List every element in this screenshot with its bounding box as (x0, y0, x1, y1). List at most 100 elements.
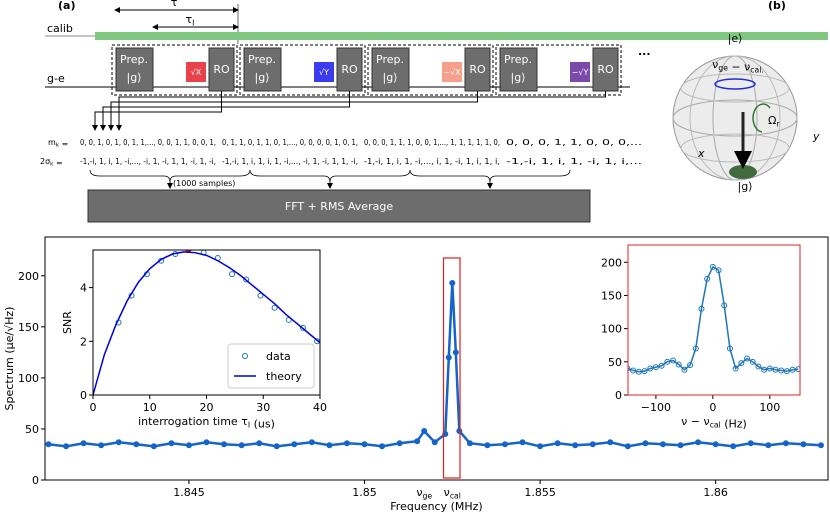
data-point (681, 366, 688, 373)
plot (628, 263, 800, 375)
data-point (749, 358, 756, 365)
brace (249, 169, 411, 183)
x-tick-label: 1.85 (352, 486, 377, 499)
state-label: |g⟩ (383, 71, 398, 84)
legend-box (227, 343, 315, 389)
text-part: Frequency (MHz) (390, 500, 482, 513)
ro-box (592, 47, 619, 92)
series-line (628, 265, 799, 373)
text-part: interrogation time (138, 415, 241, 428)
state-e: |e⟩ (728, 32, 743, 45)
data-point (537, 443, 544, 450)
pulse-label: −√X (443, 68, 461, 77)
x-tick-label: 0 (709, 401, 716, 414)
text-part: (Hz) (721, 417, 747, 430)
pulse-box (314, 62, 334, 82)
data-point (641, 368, 648, 375)
data-point (712, 441, 719, 448)
meridian (689, 55, 781, 181)
data-point (789, 366, 796, 373)
mk-sequence: 0, 0, 0, 1, 1, 1, 0, 0, 1,..., 1, 1, 1, … (364, 138, 500, 147)
subscript: k (50, 162, 54, 168)
pulse-box (442, 62, 462, 82)
data-point (652, 364, 659, 371)
series-line (93, 251, 320, 395)
data-point (766, 365, 773, 372)
sigma-sequence: -1,-i, 1, i, 1, i, 1, -i,..., -i, 1, -i,… (222, 157, 358, 166)
data-point (721, 302, 728, 309)
data-point (778, 367, 785, 374)
data-point (698, 305, 705, 312)
axes-frame (92, 249, 321, 396)
x-tick-label: 0 (90, 401, 97, 414)
detuning-label: νge − νcal. (712, 58, 764, 75)
text-part: = (53, 159, 62, 168)
data-point (782, 440, 789, 447)
plot (93, 250, 320, 395)
axes: −100 0 100 0 50 100 150 200 ν − νcal (Hz) (601, 244, 801, 430)
y-tick-label: 100 (601, 323, 622, 336)
data-point (800, 441, 807, 448)
prep-label: Prep. (120, 53, 148, 66)
x-axis-label: interrogation time τI (us) (138, 415, 275, 430)
data-point (709, 263, 716, 270)
data-point (501, 441, 508, 448)
text-part: m (48, 138, 56, 147)
pulse-label: −√Y (572, 68, 589, 77)
y-tick-label: 50 (25, 423, 39, 436)
data-point (168, 440, 175, 447)
ro-label: RO (341, 63, 358, 76)
subscript: cal (450, 491, 461, 500)
data-point (732, 365, 739, 372)
legend-label: data (266, 350, 291, 363)
data-point (379, 443, 386, 450)
data-point (271, 304, 278, 311)
prep-label: Prep. (248, 53, 276, 66)
row-label: g-e (47, 72, 65, 85)
annotation: νge (416, 486, 432, 500)
state-g: |g⟩ (738, 180, 753, 193)
data-point (704, 275, 711, 282)
data-point (449, 279, 456, 286)
highlight-box (442, 257, 461, 479)
data-point (299, 324, 306, 331)
data-point (452, 349, 459, 356)
tau-i-label: τI (186, 13, 195, 27)
data-point (730, 443, 737, 450)
data-point (572, 442, 579, 449)
data-point (628, 365, 631, 372)
data-point (185, 442, 192, 449)
mk-sequence: 0, 1, 1, 0, 1, 1, 0, 1,..., 0, 0, 0, 0, … (222, 138, 358, 147)
data-point (243, 276, 250, 283)
data-point (238, 442, 245, 449)
legend: data theory (227, 343, 315, 389)
text-part: Ω (768, 114, 776, 127)
data-point (554, 440, 561, 447)
pulse-label: √Y (319, 68, 329, 77)
precession (714, 78, 756, 90)
subscript: cal. (750, 66, 764, 75)
data-point (635, 368, 642, 375)
y-tick-label: 4 (80, 282, 87, 295)
data-point (221, 441, 228, 448)
prep-box (371, 47, 410, 92)
ro-box (336, 47, 363, 92)
x-tick-label: 30 (256, 401, 270, 414)
ellipsis: ... (638, 45, 651, 58)
data-point (669, 357, 676, 364)
data-point (445, 354, 452, 361)
sigma-sequence: -1,-i, 1, i, 1, -i, 1, i,... (506, 157, 642, 166)
data-point (115, 439, 122, 446)
state-label: |g⟩ (127, 71, 142, 84)
tau-label: τ (171, 0, 178, 9)
data-point (695, 439, 702, 446)
data-point (677, 442, 684, 449)
data-point (726, 345, 733, 352)
axis-y: y (812, 130, 820, 143)
mk-sequence: 0, 0, 0, 1, 1, 0, 0, 0,... (506, 138, 642, 147)
state-label: |g⟩ (511, 71, 526, 84)
prep-box (243, 47, 282, 92)
data-point (772, 366, 779, 373)
data-point (484, 442, 491, 449)
y-axis-label: Spectrum (μe/√Hz) (3, 307, 16, 411)
